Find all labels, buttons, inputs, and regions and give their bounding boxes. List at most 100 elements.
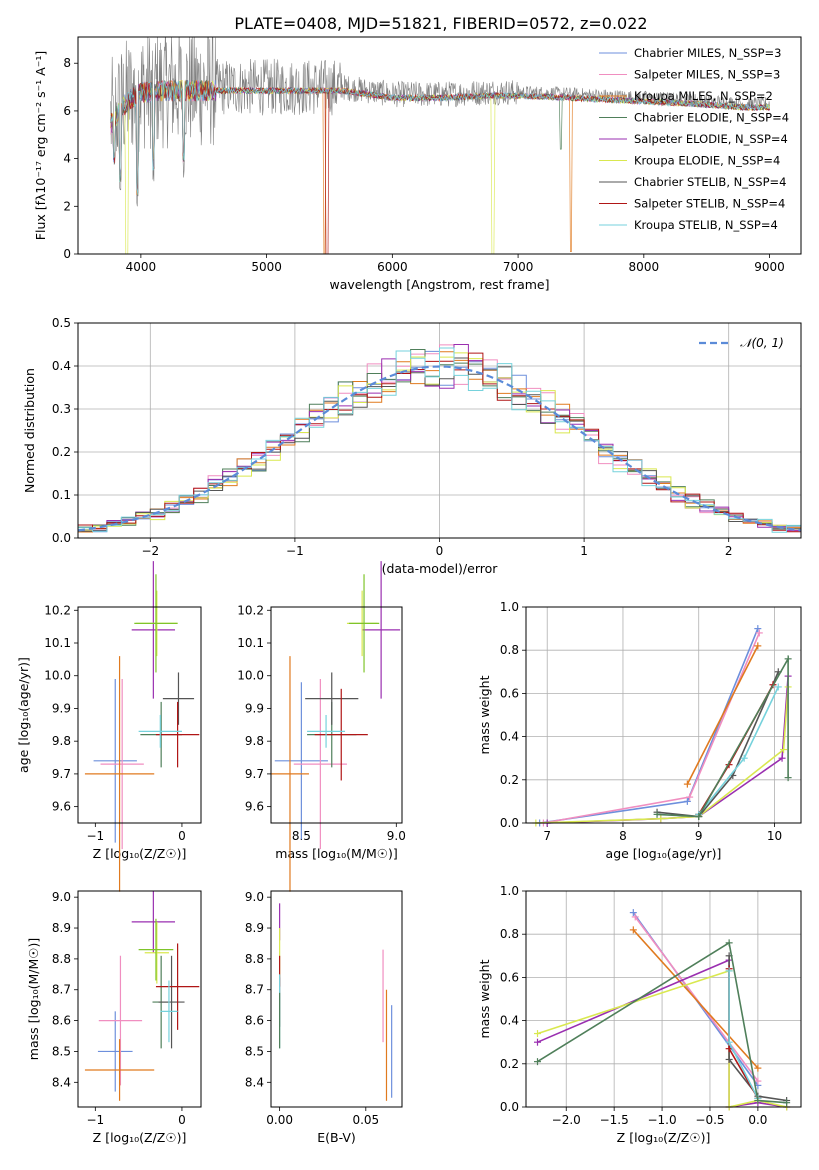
residuals-frame (77, 322, 802, 539)
plus-marker (725, 967, 733, 975)
y-tick-label: 9.9 (52, 701, 71, 715)
y-tick-label: 10.2 (237, 603, 264, 617)
errorbar-point (162, 672, 195, 725)
x-tick-label: −1.0 (647, 1113, 676, 1127)
y-tick-label: 8.7 (245, 983, 264, 997)
x-axis-label: Z [log₁₀(Z/Z☉)] (617, 1130, 711, 1145)
y-tick-label: 0.4 (500, 730, 519, 744)
plus-marker (755, 629, 763, 637)
y-tick-label: 10.2 (44, 603, 71, 617)
y-tick-label: 4 (63, 152, 71, 166)
y-tick-label: 9.0 (245, 890, 264, 904)
y-tick-label: 0 (63, 247, 71, 261)
y-axis-label: Normed distribution (22, 368, 37, 493)
x-axis-label: E(B-V) (317, 1130, 356, 1145)
errorbar-point (131, 891, 176, 953)
x-tick-label: 8000 (629, 260, 660, 274)
plus-marker (533, 1030, 541, 1038)
errorbar-point (307, 715, 346, 748)
plus-marker (754, 642, 762, 650)
x-tick-label: 8 (619, 829, 627, 843)
y-tick-label: 0.5 (52, 316, 71, 330)
y-tick-label: 8.8 (52, 952, 71, 966)
y-tick-label: 10.0 (44, 669, 71, 683)
plus-marker (774, 683, 782, 691)
errorbar-point (100, 679, 144, 850)
x-tick-label: 0.00 (266, 1113, 293, 1127)
plus-marker (754, 1097, 762, 1105)
y-tick-label: 8.5 (245, 1044, 264, 1058)
x-tick-label: −2.0 (552, 1113, 581, 1127)
plus-marker (683, 780, 691, 788)
y-tick-label: 8.6 (52, 1014, 71, 1028)
plus-marker (683, 797, 691, 805)
legend-label: Kroupa ELODIE, N_SSP=4 (634, 154, 780, 168)
errorbar-point (305, 672, 359, 725)
age_vs_mass-plot (271, 561, 401, 892)
mass-weight-line (657, 655, 789, 818)
plus-marker (629, 909, 637, 917)
x-tick-label: 7000 (503, 260, 534, 274)
age_vs_Z-plot (84, 561, 200, 892)
y-tick-label: 1.0 (500, 884, 519, 898)
age_vs_Z-axes: −1 0 9.6 9.7 9.8 9.9 10.0 10.1 10.2 Z [log₁₀(Z/Z☉… (16, 603, 186, 861)
y-tick-label: 10.0 (237, 669, 264, 683)
x-axis-label: Z [log₁₀(Z/Z☉)] (93, 846, 187, 861)
figure-title: PLATE=0408, MJD=51821, FIBERID=0572, z=0… (234, 14, 647, 33)
plus-marker (533, 1038, 541, 1046)
plus-marker (784, 655, 792, 663)
errorbar-point (84, 1039, 155, 1101)
model-spectrum-line (110, 79, 770, 193)
legend-label: Salpeter ELODIE, N_SSP=4 (634, 132, 788, 146)
x-tick-label: 0.05 (352, 1113, 379, 1127)
plus-marker (784, 774, 792, 782)
plus-marker (695, 813, 703, 821)
plus-marker (780, 746, 788, 754)
mass-weight-line (657, 671, 780, 818)
x-axis-label: (data-model)/error (382, 561, 499, 576)
plus-marker (783, 1099, 791, 1107)
mass_vs_EBV-axes: 0.00 0.05 8.4 8.5 8.6 8.7 8.8 8.9 9.0 E(B-V) (245, 890, 379, 1145)
errorbar-point (348, 574, 380, 673)
weight_vs_age-frame (525, 606, 802, 824)
y-tick-label: 8.4 (52, 1075, 71, 1089)
y-tick-label: 0.2 (500, 773, 519, 787)
plus-marker (533, 1058, 541, 1066)
plus-marker (686, 793, 694, 801)
errorbar-point (93, 679, 137, 843)
mass-weight-line (632, 929, 759, 1069)
y-tick-label: 10.1 (237, 636, 264, 650)
mass_vs_Z-frame (77, 890, 202, 1108)
weight_vs_Z-axes: −2.0 −1.5 −1.0 −0.5 0.0 0.0 0.2 0.4 0.6 0.8 1.0 Z [… (477, 884, 801, 1145)
x-tick-label: 5000 (251, 260, 282, 274)
legend-label: Salpeter MILES, N_SSP=3 (634, 68, 780, 82)
mass_vs_Z-plot (84, 891, 200, 1101)
plus-marker (629, 926, 637, 934)
x-tick-label: 6000 (377, 260, 408, 274)
y-axis-label: mass weight (477, 959, 492, 1038)
errorbar-point (271, 656, 309, 892)
mass_vs_EBV-frame (270, 890, 403, 1108)
y-tick-label: 0.1 (52, 488, 71, 502)
y-tick-label: 8.8 (245, 952, 264, 966)
y-tick-label: 6 (63, 104, 71, 118)
y-axis-label: mass weight (477, 675, 492, 754)
y-axis-label: Flux [fλ10⁻¹⁷ erg cm⁻² s⁻¹ A⁻¹] (33, 51, 48, 240)
errorbar-point (144, 921, 169, 984)
y-tick-label: 0.2 (500, 1057, 519, 1071)
x-tick-label: 9.0 (387, 829, 406, 843)
errorbar-point (274, 682, 328, 840)
y-tick-label: 8.5 (52, 1044, 71, 1058)
y-tick-label: 8.6 (245, 1014, 264, 1028)
spectrum-frame (77, 36, 802, 255)
legend-label: Kroupa MILES, N_SSP=2 (634, 89, 773, 103)
mass_vs_EBV-plot (279, 903, 393, 1101)
legend-label: Chabrier ELODIE, N_SSP=4 (634, 111, 789, 125)
y-tick-label: 2 (63, 199, 71, 213)
x-tick-label: −1 (86, 1113, 104, 1127)
plus-marker (631, 913, 639, 921)
errorbar-point (134, 574, 178, 673)
y-tick-label: 0.6 (500, 970, 519, 984)
y-tick-label: 0.3 (52, 402, 71, 416)
